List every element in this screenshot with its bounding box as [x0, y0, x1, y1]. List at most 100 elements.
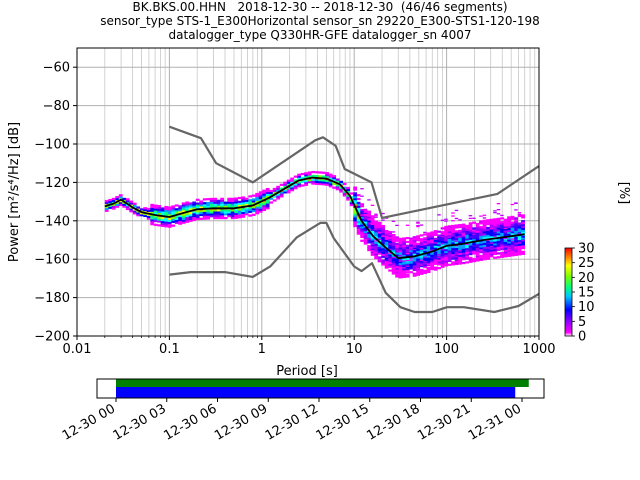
density-cell — [447, 238, 452, 241]
density-cell — [391, 260, 396, 264]
density-cell — [468, 229, 473, 233]
density-cell — [426, 257, 431, 260]
density-cell — [440, 261, 445, 265]
density-cell — [402, 275, 407, 279]
density-cell-sparse — [503, 237, 508, 240]
density-cell — [430, 260, 435, 263]
density-cell — [297, 183, 302, 186]
density-cell — [255, 212, 260, 215]
density-cell — [423, 264, 428, 267]
density-cell — [514, 226, 518, 230]
density-cell — [517, 251, 522, 254]
density-cell — [167, 217, 172, 221]
density-cell — [255, 194, 260, 198]
density-cell — [496, 223, 501, 226]
density-cell — [353, 219, 358, 222]
density-cell-sparse — [479, 258, 483, 260]
density-cell — [500, 221, 504, 224]
density-cell — [398, 239, 403, 242]
density-cell — [150, 219, 155, 222]
density-cell — [419, 241, 424, 245]
density-cell — [465, 251, 470, 254]
density-cell — [444, 235, 449, 238]
density-cell — [381, 255, 386, 258]
density-cell — [307, 175, 312, 178]
density-cell — [353, 192, 358, 195]
density-cell — [332, 186, 337, 189]
density-cell-sparse — [510, 241, 515, 243]
density-cell — [174, 212, 179, 215]
density-cell — [493, 233, 497, 236]
density-cell — [290, 181, 295, 184]
density-cell — [195, 214, 200, 217]
density-cell — [234, 216, 239, 219]
density-cell — [489, 249, 494, 252]
density-cell — [447, 259, 452, 263]
density-cell — [475, 232, 480, 235]
density-cell — [423, 258, 428, 261]
density-cell — [118, 194, 123, 197]
density-cell — [496, 225, 501, 228]
density-cell — [192, 207, 197, 210]
density-cell — [514, 228, 518, 231]
density-cell — [465, 245, 470, 249]
density-cell — [468, 224, 473, 227]
density-cell — [419, 261, 424, 264]
density-cell — [381, 251, 386, 255]
x-tick-label: 1000 — [522, 342, 555, 357]
density-cell — [353, 211, 358, 214]
density-cell — [398, 268, 403, 271]
density-cell — [370, 238, 375, 241]
density-cell — [468, 239, 473, 242]
density-cell — [507, 248, 511, 252]
coverage-tick-label: 12-30 00 — [60, 401, 118, 443]
density-cell — [332, 175, 337, 178]
density-cell — [398, 262, 403, 266]
density-cell — [328, 173, 333, 176]
density-cell — [423, 271, 428, 274]
density-cell — [458, 225, 463, 229]
density-cell — [125, 198, 130, 201]
density-cell — [377, 242, 382, 246]
density-cell — [339, 186, 344, 189]
density-cell — [465, 238, 470, 241]
density-cell — [167, 208, 172, 211]
density-cell — [192, 203, 197, 206]
density-cell — [258, 195, 263, 198]
density-cell — [416, 269, 421, 273]
density-cell — [465, 226, 470, 229]
density-cell — [209, 213, 214, 216]
density-cell — [314, 180, 319, 183]
density-cell — [209, 215, 214, 218]
density-cell — [381, 259, 386, 262]
density-cell — [195, 202, 200, 205]
density-cell — [489, 224, 494, 227]
density-cell — [489, 253, 494, 256]
density-cell — [384, 258, 389, 262]
density-cell — [164, 213, 169, 216]
density-cell — [374, 226, 379, 229]
density-cell — [237, 212, 242, 215]
density-cell — [458, 231, 463, 234]
high-noise-model-curve — [169, 125, 539, 219]
density-cell — [479, 241, 483, 244]
density-cell — [503, 222, 508, 225]
density-cell — [395, 238, 400, 242]
density-cell — [475, 259, 480, 262]
density-cell — [412, 272, 417, 275]
density-cell-sparse — [423, 256, 427, 258]
density-cell — [265, 189, 270, 193]
density-cell — [405, 275, 410, 278]
density-cell — [489, 239, 494, 243]
density-cell — [521, 235, 525, 238]
density-cell — [325, 172, 330, 175]
density-cell — [419, 257, 424, 260]
density-cell — [188, 217, 193, 221]
density-cell-sparse — [482, 228, 487, 231]
density-cell-sparse — [465, 243, 469, 246]
density-cell — [262, 206, 267, 210]
density-cell — [318, 175, 323, 178]
colorbar-tick-label: 10 — [578, 300, 595, 315]
density-cell-sparse — [416, 225, 420, 228]
density-cell — [461, 254, 466, 257]
